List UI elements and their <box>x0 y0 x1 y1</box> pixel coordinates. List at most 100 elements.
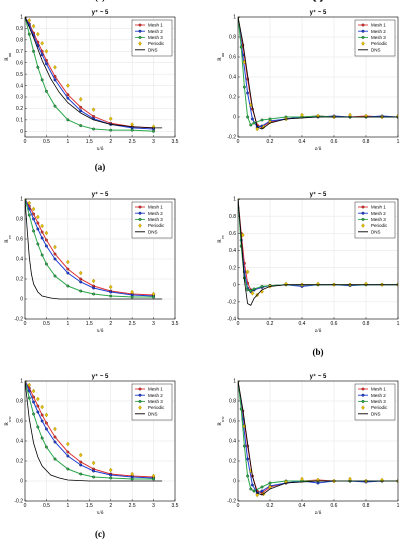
y-tick-label: 0.6 <box>229 419 236 425</box>
legend-marker-mesh-1 <box>361 205 365 209</box>
data-point-mesh-3 <box>249 123 253 127</box>
data-point-mesh-3 <box>32 412 35 416</box>
y-axis-label: Ruu <box>217 53 225 61</box>
y-tick-label: 1 <box>233 197 236 203</box>
y-tick-label: 0.2 <box>16 277 23 283</box>
data-point-mesh-1 <box>36 221 40 225</box>
data-point-mesh-2 <box>79 463 83 467</box>
data-point-mesh-1 <box>40 230 44 234</box>
legend-label-mesh-3: Mesh 3 <box>148 217 163 222</box>
series-line-dns <box>25 199 163 300</box>
data-point-periodic <box>108 284 113 290</box>
y-tick-label: 0 <box>233 282 236 288</box>
data-point-periodic <box>255 492 259 498</box>
x-tick-label: 3.5 <box>172 139 179 145</box>
series-line-dns <box>238 17 398 130</box>
data-point-mesh-2 <box>66 271 70 275</box>
x-tick-label: 0.5 <box>43 321 50 327</box>
legend-marker-mesh-1 <box>138 387 142 391</box>
data-point-mesh-1 <box>45 421 48 425</box>
panel-caption: (e) <box>95 0 105 2</box>
data-point-mesh-3 <box>45 445 48 449</box>
legend-label-mesh-1: Mesh 1 <box>148 23 163 28</box>
data-point-mesh-3 <box>249 289 253 293</box>
data-point-mesh-2 <box>53 257 57 261</box>
data-point-mesh-2 <box>45 427 48 431</box>
legend-marker-mesh-1 <box>138 205 142 209</box>
y-tick-label: -0.2 <box>227 300 236 306</box>
series-line-dns <box>25 17 163 129</box>
data-point-mesh-3 <box>92 127 95 131</box>
data-point-periodic <box>40 223 44 229</box>
x-tick-label: 0 <box>24 503 27 509</box>
y-tick-label: 0 <box>20 129 23 135</box>
data-point-mesh-2 <box>40 236 44 240</box>
legend-marker-mesh-2 <box>138 29 142 33</box>
data-point-periodic <box>130 471 134 477</box>
data-point-periodic <box>66 83 70 88</box>
x-tick-label: 2 <box>109 321 112 327</box>
y-tick-label: -0.2 <box>14 499 23 505</box>
x-tick-label: 1.5 <box>86 139 93 145</box>
data-point-mesh-3 <box>130 295 134 299</box>
x-tick-label: 1.5 <box>86 321 93 327</box>
data-point-mesh-3 <box>79 124 83 127</box>
chart-panel-6: 0 0.2 0.4 0.6 0.8 1-0.200.20.40.60.81y⁺ ~ 5z/… <box>217 0 400 516</box>
data-point-periodic <box>245 269 250 275</box>
legend-marker-mesh-1 <box>361 387 365 391</box>
y-tick-label: 0.9 <box>16 26 23 32</box>
y-tick-label: 0.2 <box>229 459 236 465</box>
x-tick-label: 0.4 <box>299 139 306 145</box>
legend-label-dns: DNS <box>371 411 381 416</box>
data-point-mesh-2 <box>260 489 264 493</box>
legend-marker-periodic <box>361 405 365 410</box>
data-point-mesh-2 <box>109 290 113 294</box>
data-point-mesh-3 <box>239 45 243 49</box>
x-tick-label: 0.5 <box>43 503 50 509</box>
x-tick-label: 3 <box>152 139 155 145</box>
legend-label-mesh-2: Mesh 2 <box>371 393 386 398</box>
data-point-mesh-1 <box>32 395 35 399</box>
data-point-mesh-2 <box>66 96 70 100</box>
legend-marker-periodic <box>138 223 142 228</box>
legend-label-mesh-1: Mesh 1 <box>148 205 163 210</box>
x-tick-label: 0 <box>237 503 240 509</box>
y-tick-label: 0.6 <box>16 60 23 66</box>
data-point-mesh-3 <box>27 32 31 36</box>
data-point-mesh-3 <box>268 481 272 485</box>
data-point-periodic <box>44 230 49 236</box>
data-point-mesh-2 <box>45 62 48 66</box>
legend-marker-mesh-3 <box>361 35 365 39</box>
data-point-mesh-2 <box>36 410 40 414</box>
x-axis-label: z/δ <box>315 146 322 152</box>
chart-title: y⁺ ~ 5 <box>92 373 109 380</box>
data-point-periodic <box>108 467 113 473</box>
data-point-mesh-3 <box>252 489 256 493</box>
series-group <box>25 381 163 482</box>
data-point-mesh-3 <box>242 444 246 448</box>
data-point-mesh-1 <box>79 277 83 281</box>
data-point-periodic <box>31 388 36 394</box>
x-tick-label: 0.8 <box>363 321 370 327</box>
y-tick-label: 1 <box>233 15 236 21</box>
x-axis-label: x/δ <box>97 328 104 334</box>
legend-marker-periodic <box>361 41 365 46</box>
x-tick-label: 3.5 <box>172 503 179 509</box>
data-point-periodic <box>53 65 57 70</box>
chart-panel-1: 0 0.5 1 1.5 2 2.5 3 3.5 0 0.1 0.2 0.3 0.4 0.5 0.6 0.7 0.… <box>4 9 179 172</box>
data-point-mesh-2 <box>109 473 113 477</box>
data-point-periodic <box>151 291 156 297</box>
data-point-mesh-3 <box>45 89 48 93</box>
x-tick-label: 3.5 <box>172 321 179 327</box>
data-point-mesh-3 <box>27 396 31 400</box>
data-point-periodic <box>44 49 49 54</box>
data-point-mesh-1 <box>36 404 40 408</box>
data-point-periodic <box>40 41 44 46</box>
chart-title: y⁺ ~ 5 <box>92 9 109 16</box>
data-point-periodic <box>255 126 259 132</box>
panel-caption: (b) <box>313 347 324 357</box>
data-point-mesh-3 <box>260 285 264 288</box>
data-point-periodic <box>91 460 96 466</box>
panel-caption: (f) <box>314 0 323 2</box>
